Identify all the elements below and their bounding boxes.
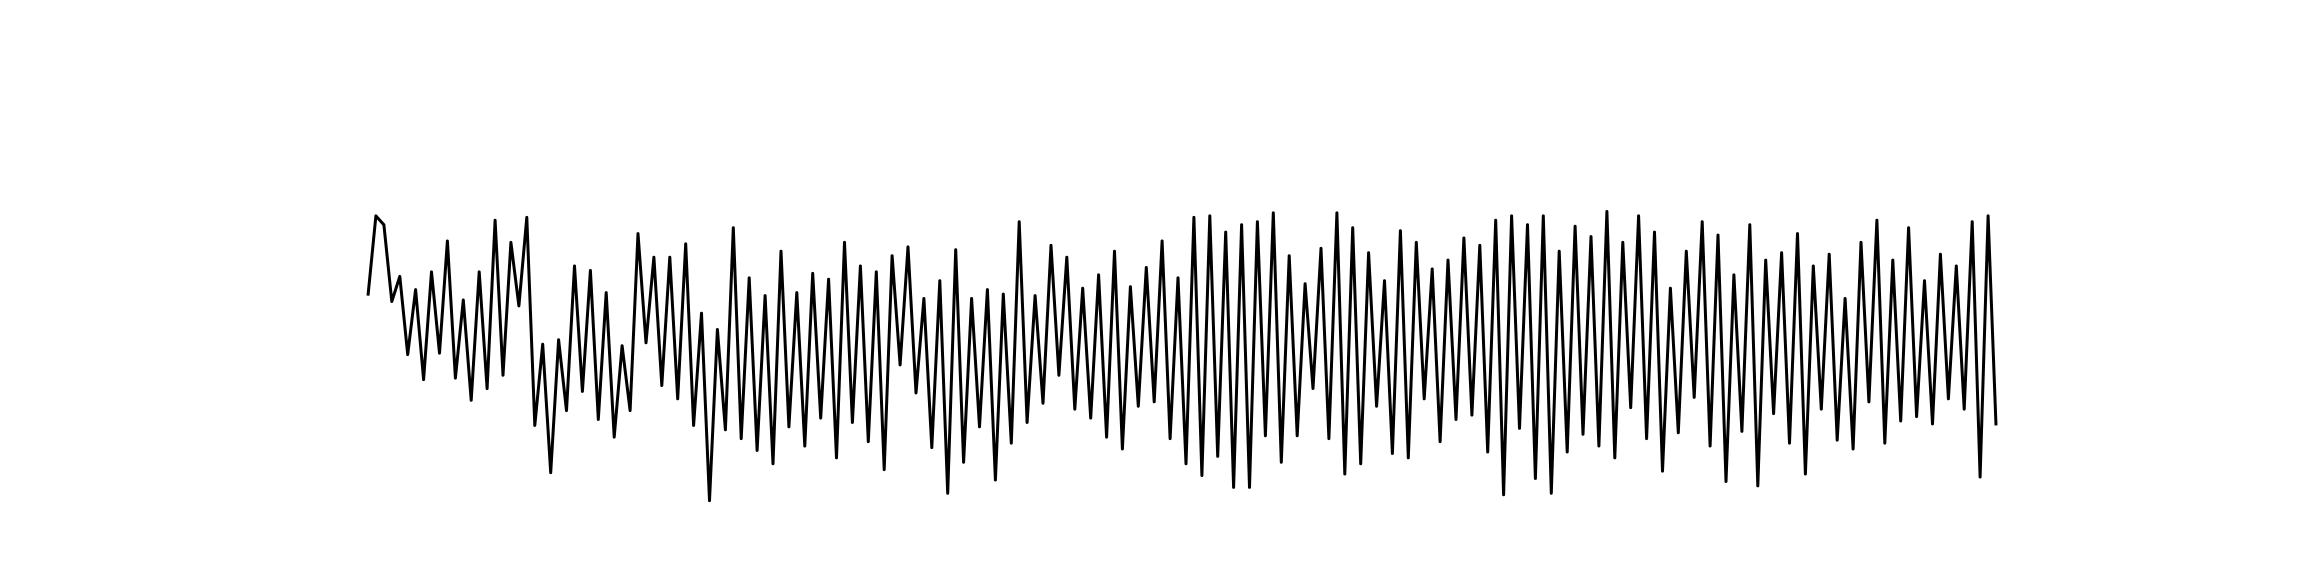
plot-area — [366, 210, 1998, 503]
series-line-0 — [366, 210, 1998, 503]
